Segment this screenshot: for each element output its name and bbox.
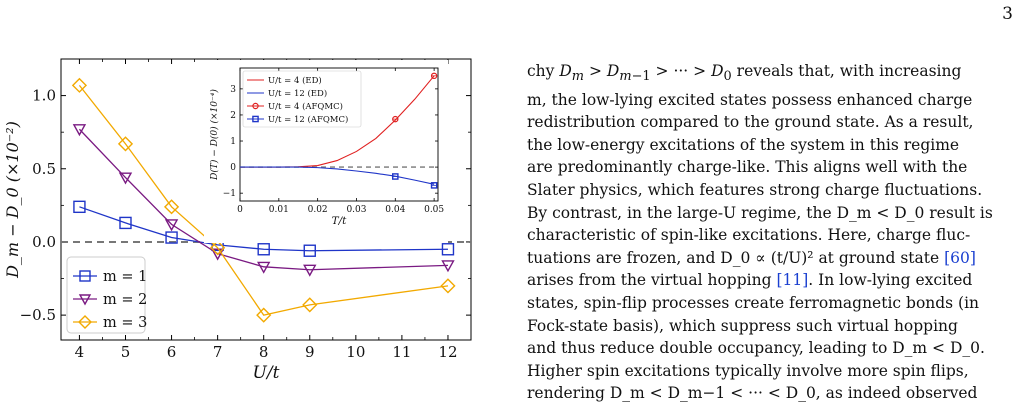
data-point xyxy=(256,307,272,323)
legend-label: U/t = 4 (ED) xyxy=(268,75,322,86)
legend: m = 1 m = 2 m = 3 xyxy=(66,256,147,334)
data-point xyxy=(252,102,259,110)
text-line: arises from the virtual hopping [11]. In… xyxy=(527,269,1011,292)
y-tick-label: 3 xyxy=(230,85,236,95)
data-point xyxy=(257,243,270,256)
data-point xyxy=(78,294,92,306)
data-point xyxy=(165,231,178,244)
page-number: 3 xyxy=(1002,4,1013,24)
data-point xyxy=(72,124,87,137)
text-line: m, the low-lying excited states possess … xyxy=(527,90,973,109)
text-line: Higher spin excitations typically involv… xyxy=(527,361,969,380)
data-point xyxy=(79,270,91,282)
data-point xyxy=(441,243,455,256)
y-tick-label: −1 xyxy=(223,189,236,199)
series-line xyxy=(240,166,435,185)
data-point xyxy=(303,244,316,257)
inset-series-2 xyxy=(240,166,435,185)
citation-link[interactable]: [11] xyxy=(776,271,809,290)
x-tick-label: 10 xyxy=(346,343,365,361)
text-fragment: arises from the virtual hopping xyxy=(527,271,777,290)
text-line: rendering D_m < D_m−1 < ··· < D_0, as in… xyxy=(527,384,978,403)
legend-label: U/t = 4 (AFQMC) xyxy=(268,101,343,112)
text-line: and thus reduce double occupancy, leadin… xyxy=(527,339,985,358)
paragraph: chy Dm > Dm−1 > ··· > D0 reveals that, w… xyxy=(527,60,1011,405)
data-point xyxy=(303,264,317,277)
data-point xyxy=(210,248,225,261)
data-point xyxy=(441,260,455,273)
data-point xyxy=(210,240,226,256)
y-axis-label: D(T) − D(0) (×10⁻⁴) xyxy=(209,89,220,181)
body-text: chy Dm > Dm−1 > ··· > D0 reveals that, w… xyxy=(527,60,1011,405)
y-tick-label: −0.5 xyxy=(20,306,56,324)
data-point xyxy=(252,115,259,123)
legend-label: m = 2 xyxy=(103,292,147,308)
data-point xyxy=(71,77,88,93)
y-tick-label: 2 xyxy=(230,111,236,121)
x-tick-label: 6 xyxy=(167,343,177,361)
series-line xyxy=(79,206,448,252)
text-line: redistribution compared to the ground st… xyxy=(527,113,974,132)
legend-label: m = 3 xyxy=(103,315,147,331)
data-point xyxy=(119,216,132,230)
y-axis-label: D_m − D_0 (×10⁻²) xyxy=(3,121,22,279)
data-point xyxy=(440,278,456,294)
y-tick-label: 0.5 xyxy=(32,160,56,178)
y-tick-label: 0.0 xyxy=(32,233,56,251)
x-tick-label: 9 xyxy=(305,343,315,361)
data-point xyxy=(163,199,180,215)
series-1 xyxy=(73,200,455,257)
figure: 4 5 6 7 8 9 10 11 121.00.50.0−0.5U/tD_m − D_0 (×… xyxy=(3,58,472,383)
y-tick-label: 1.0 xyxy=(32,87,56,105)
plot-frame xyxy=(60,58,472,341)
x-tick-label: 0.01 xyxy=(269,205,289,215)
x-tick-label: 0.03 xyxy=(346,205,366,215)
text-fragment: tuations are frozen, and D_0 ∝ (t/U)² at… xyxy=(527,248,945,267)
data-point xyxy=(164,219,179,232)
text-line: Slater physics, which features strong ch… xyxy=(527,181,983,200)
text-line: are predominantly charge-like. This alig… xyxy=(527,158,968,177)
main-plot: 4 5 6 7 8 9 10 11 121.00.50.0−0.5U/tD_m − D_0 (×… xyxy=(3,58,472,383)
inset-series-3 xyxy=(392,72,438,123)
y-tick-label: 1 xyxy=(230,137,236,147)
x-tick-label: 0.05 xyxy=(424,205,444,215)
x-tick-label: 8 xyxy=(259,343,269,361)
text-line: tuations are frozen, and D_0 ∝ (t/U)² at… xyxy=(527,247,1011,270)
text-line: characteristic of spin-like excitations.… xyxy=(527,226,971,245)
legend-label: U/t = 12 (AFQMC) xyxy=(268,114,348,125)
legend-box xyxy=(242,70,362,128)
inset-series-4 xyxy=(391,173,438,189)
data-point xyxy=(73,200,86,214)
text-line: the low-energy excitations of the system… xyxy=(527,135,960,154)
data-point xyxy=(118,172,133,185)
citation-link[interactable]: [60] xyxy=(944,248,976,267)
x-axis-label: T/t xyxy=(332,215,348,227)
series-3 xyxy=(71,77,456,323)
data-point xyxy=(257,261,271,274)
series-line xyxy=(78,84,449,316)
data-point xyxy=(302,297,318,313)
x-tick-label: 0.02 xyxy=(308,205,328,215)
legend-label: U/t = 12 (ED) xyxy=(268,88,327,99)
x-tick-label: 11 xyxy=(392,343,411,361)
x-tick-label: 0.04 xyxy=(385,205,405,215)
x-axis-label: U/t xyxy=(253,363,280,383)
inset-legend: U/t = 4 (ED) U/t = 12 (ED) U/t = 4 (AFQMC)… xyxy=(242,70,362,128)
data-point xyxy=(117,136,134,152)
legend-label: m = 1 xyxy=(103,269,147,285)
text-line: chy Dm > Dm−1 > ··· > D0 reveals that, w… xyxy=(527,62,962,85)
y-tick-label: 0 xyxy=(230,163,236,173)
x-tick-label: 12 xyxy=(438,343,457,361)
text-line: Fock-state basis), which suppress such v… xyxy=(527,316,958,335)
text-line: By contrast, in the large-U regime, the … xyxy=(527,203,993,222)
data-point xyxy=(78,315,92,329)
x-tick-label: 4 xyxy=(75,343,85,361)
x-tick-label: 7 xyxy=(213,343,223,361)
x-tick-label: 5 xyxy=(121,343,131,361)
x-tick-label: 0 xyxy=(237,205,243,215)
text-fragment: . In low-lying excited xyxy=(808,271,973,290)
text-line: states, spin-flip processes create ferro… xyxy=(527,294,980,313)
